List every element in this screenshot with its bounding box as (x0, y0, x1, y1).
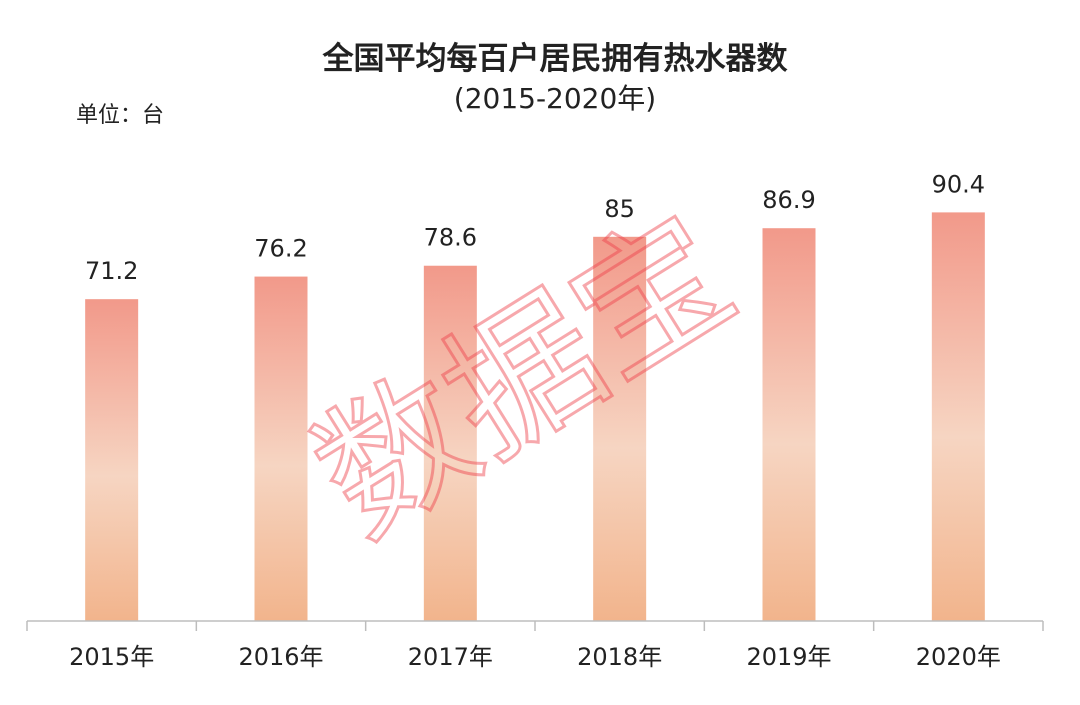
watermark: 数据宝 (286, 182, 763, 571)
labels-layer: 71.2 2015年 76.2 2016年 78.6 2017年 85 2018年 86.9 20… (69, 170, 1001, 671)
unit-label: 单位：台 (76, 103, 164, 128)
x-tick-label: 2015年 (69, 643, 154, 671)
bar-2015年 (85, 299, 139, 621)
data-label: 78.6 (424, 224, 477, 252)
watermark-text: 数据宝 (288, 184, 762, 570)
bars-layer (85, 212, 985, 622)
bar-2018年 (593, 236, 647, 622)
x-axis (26, 620, 1044, 631)
bar-2020年 (931, 212, 985, 621)
x-tick-label: 2018年 (577, 643, 662, 671)
data-label: 71.2 (85, 257, 138, 285)
data-label: 86.9 (762, 186, 815, 214)
data-label: 76.2 (254, 235, 307, 263)
bar-2016年 (254, 276, 308, 621)
data-label: 90.4 (932, 170, 985, 198)
x-tick-label: 2017年 (408, 643, 493, 671)
data-label: 85 (604, 195, 635, 223)
x-tick-label: 2016年 (238, 643, 323, 671)
bar-2019年 (762, 228, 816, 621)
bar-2017年 (423, 265, 477, 621)
chart-subtitle: (2015-2020年) (454, 82, 656, 115)
x-tick-label: 2019年 (746, 643, 831, 671)
x-tick-label: 2020年 (916, 643, 1001, 671)
chart-title: 全国平均每百户居民拥有热水器数 (322, 41, 788, 77)
